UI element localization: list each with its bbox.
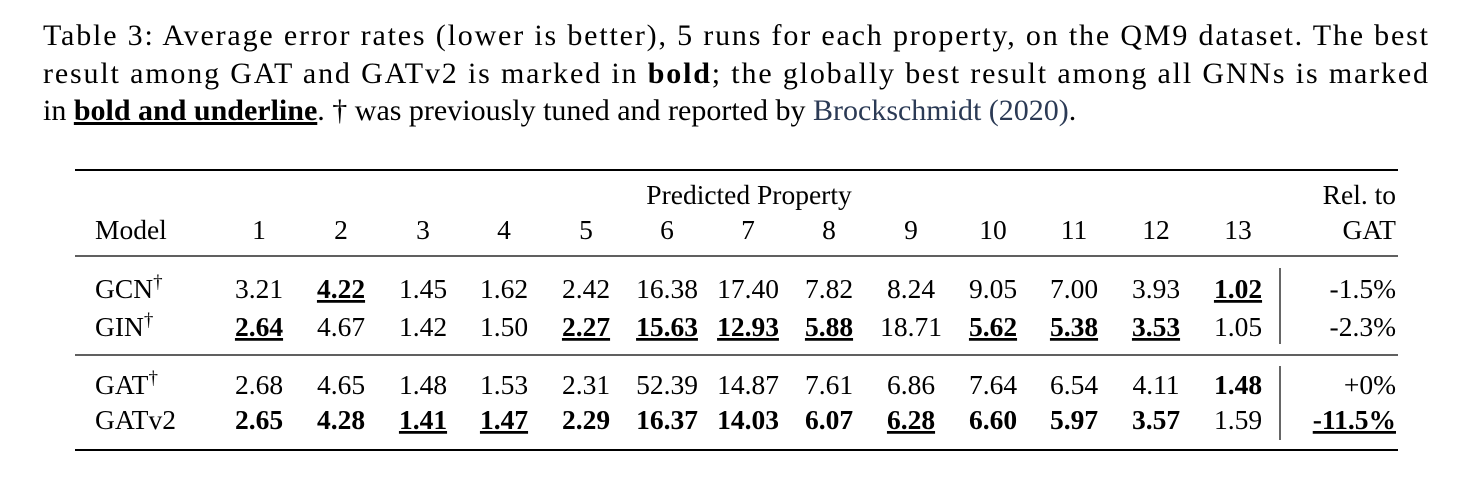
cell: 5.97 [1050,404,1098,435]
cell: 1.42 [399,311,447,342]
cell: 3.21 [235,273,283,304]
dagger: † [153,272,163,293]
caption-text: Table 3: Average error rates (lower is b… [43,19,1429,52]
column-header: 2 [334,214,348,245]
column-header: 8 [822,214,836,245]
caption-text: . [1069,94,1077,127]
cell: 1.05 [1214,311,1262,342]
column-header: 3 [416,214,430,245]
cell: 6.07 [805,404,853,435]
cell: 3.53 [1132,311,1180,342]
caption-text: in [43,94,74,127]
column-header: 10 [979,214,1007,245]
cell: 14.03 [717,404,779,435]
cell: 6.86 [887,369,935,400]
cell: 2.31 [562,369,610,400]
caption-bold: bold [648,57,711,90]
cell: 9.05 [969,273,1017,304]
cell: 4.22 [317,273,365,304]
cell: 12.93 [717,311,779,342]
caption-line: in bold and underline. † was previously … [43,94,1076,127]
caption-text: ; the globally best result among all GNN… [712,57,1428,90]
cell: 6.54 [1050,369,1098,400]
cell: 14.87 [717,369,779,400]
cell: 4.11 [1132,369,1179,400]
rel-cell: -1.5% [1330,273,1396,304]
cell: 7.61 [805,369,853,400]
group-header: Predicted Property [646,179,852,210]
cell: 1.62 [480,273,528,304]
cell: 3.93 [1132,273,1180,304]
column-header: 9 [904,214,918,245]
cell: 1.48 [1214,369,1262,400]
model-name: GIN† [95,310,153,342]
column-header: Model [95,214,167,245]
cell: 2.27 [562,311,610,342]
caption-text: . † was previously tuned and reported by [317,94,813,127]
cell: 3.57 [1132,404,1180,435]
model-name: GATv2 [95,404,176,435]
cell: 1.48 [399,369,447,400]
cell: 1.59 [1214,404,1262,435]
cell: 2.68 [235,369,283,400]
model-label: GAT [95,369,149,400]
cell: 16.38 [636,273,698,304]
column-header: 13 [1224,214,1252,245]
rel-cell: +0% [1344,369,1396,400]
cell: 5.88 [805,311,853,342]
cell: 1.47 [480,404,528,435]
cell: 1.41 [399,404,447,435]
cell: 4.65 [317,369,365,400]
cell: 15.63 [636,311,698,342]
cell: 1.45 [399,273,447,304]
cell: 7.00 [1050,273,1098,304]
model-label: GCN [95,273,153,304]
cell: 1.53 [480,369,528,400]
column-header: 5 [579,214,593,245]
cell: 8.24 [887,273,935,304]
column-header: 12 [1142,214,1170,245]
column-header: GAT [1343,214,1397,245]
dagger: † [144,310,154,331]
cell: 7.64 [969,369,1017,400]
cell: 2.29 [562,404,610,435]
cell: 5.38 [1050,311,1098,342]
column-header: 6 [660,214,674,245]
cell: 52.39 [636,369,698,400]
column-header: 4 [497,214,511,245]
cell: 16.37 [636,404,698,435]
column-header: 7 [741,214,755,245]
citation-link[interactable]: Brockschmidt (2020) [813,94,1069,127]
rel-cell: -11.5% [1313,404,1396,435]
cell: 1.50 [480,311,528,342]
model-label: GATv2 [95,404,176,435]
cell: 17.40 [717,273,779,304]
cell: 18.71 [880,311,942,342]
dagger: † [148,368,158,389]
cell: 4.28 [317,404,365,435]
cell: 6.28 [887,404,935,435]
caption-bold-underline: bold and underline [74,94,317,127]
caption-line: result among GAT and GATv2 is marked in … [43,57,1428,90]
cell: 2.65 [235,404,283,435]
column-header: Rel. to [1323,179,1396,210]
cell: 2.64 [235,311,283,342]
rel-cell: -2.3% [1330,311,1396,342]
model-name: GAT† [95,368,158,400]
caption-line: Table 3: Average error rates (lower is b… [43,19,1429,52]
column-header: 11 [1061,214,1087,245]
cell: 7.82 [805,273,853,304]
cell: 6.60 [969,404,1017,435]
caption-text: result among GAT and GATv2 is marked in [43,57,646,90]
model-label: GIN [95,311,144,342]
cell: 1.02 [1214,273,1262,304]
cell: 4.67 [317,311,365,342]
column-header: 1 [252,214,266,245]
cell: 2.42 [562,273,610,304]
cell: 5.62 [969,311,1017,342]
model-name: GCN† [95,272,163,304]
